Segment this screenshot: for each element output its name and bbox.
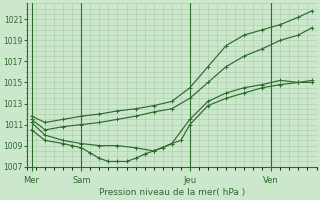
X-axis label: Pression niveau de la mer( hPa ): Pression niveau de la mer( hPa ): [99, 188, 245, 197]
